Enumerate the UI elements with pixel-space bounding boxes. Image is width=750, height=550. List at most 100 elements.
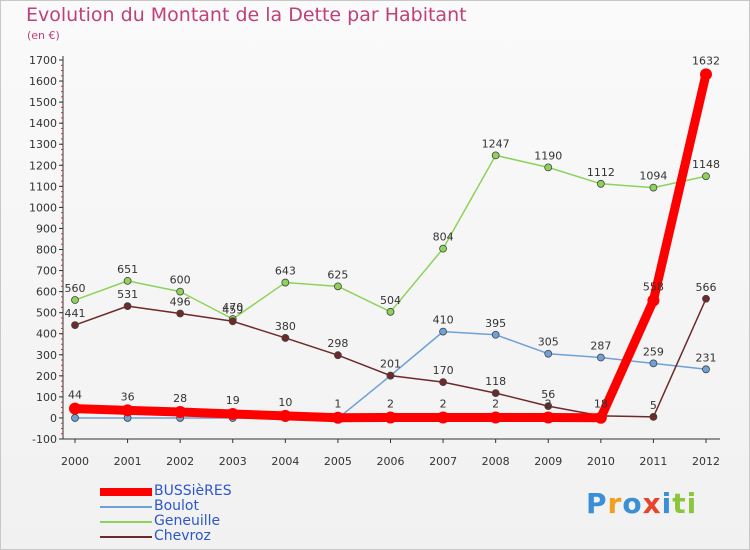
data-point-geneuille (544, 163, 553, 172)
legend-label: Boulot (154, 498, 199, 514)
data-point-chevroz (71, 321, 79, 329)
data-point-geneuille (176, 287, 185, 296)
data-label-bussi-res: 18 (594, 398, 608, 411)
data-label-boulot: 287 (590, 340, 611, 353)
data-label-chevroz: 441 (65, 307, 86, 320)
data-point-bussi-res (69, 402, 81, 415)
data-point-chevroz (544, 402, 553, 411)
data-label-geneuille: 504 (380, 294, 401, 307)
data-point-geneuille (71, 296, 79, 304)
data-point-chevroz (702, 294, 710, 303)
logo-letter: r (607, 487, 623, 520)
y-tick-label: 0 (50, 412, 57, 425)
data-point-geneuille (281, 278, 290, 287)
data-point-boulot (702, 365, 710, 374)
data-label-bussi-res: 1 (334, 398, 341, 411)
legend-item-chevroz: Chevroz (100, 528, 300, 544)
data-label-chevroz: 5 (650, 399, 657, 412)
data-point-geneuille (596, 179, 605, 188)
data-point-geneuille (702, 172, 710, 181)
y-tick-label: 1000 (29, 201, 57, 214)
x-tick-label: 2006 (377, 455, 405, 468)
data-label-geneuille: 560 (65, 282, 86, 295)
data-point-bussi-res (279, 409, 292, 422)
data-point-bussi-res (437, 411, 450, 424)
logo-letter: i (686, 487, 698, 520)
data-point-boulot (544, 349, 553, 358)
y-tick-label: 800 (36, 244, 57, 257)
x-tick-label: 2011 (639, 455, 667, 468)
data-point-boulot (71, 414, 79, 422)
data-label-geneuille: 651 (117, 263, 138, 276)
data-label-chevroz: 118 (485, 375, 506, 388)
data-point-bussi-res (542, 411, 555, 424)
data-label-bussi-res: 558 (643, 280, 664, 293)
y-tick-label: 700 (36, 265, 57, 278)
data-label-boulot: 410 (433, 314, 454, 327)
data-label-chevroz: 201 (380, 358, 401, 371)
y-tick-label: 1100 (29, 180, 57, 193)
data-label-geneuille: 1190 (534, 149, 562, 162)
data-label-bussi-res: 44 (68, 389, 82, 402)
legend-swatch (100, 488, 152, 496)
legend-swatch (100, 536, 152, 538)
data-label-bussi-res: 1632 (692, 54, 720, 67)
logo-letter: o (622, 487, 643, 520)
data-label-bussi-res: 2 (492, 398, 499, 411)
y-tick-label: 1600 (29, 75, 57, 88)
data-point-geneuille (491, 151, 500, 160)
legend-swatch (100, 506, 152, 508)
data-point-geneuille (649, 183, 658, 192)
y-tick-label: 100 (36, 391, 57, 404)
data-point-bussi-res (226, 407, 239, 420)
data-label-chevroz: 380 (275, 320, 296, 333)
data-label-chevroz: 531 (117, 288, 138, 301)
x-tick-label: 2012 (692, 455, 720, 468)
data-label-chevroz: 496 (170, 296, 191, 309)
logo-letter: i (661, 487, 673, 520)
data-label-chevroz: 56 (541, 388, 555, 401)
logo-letter: P (586, 487, 608, 520)
data-label-geneuille: 625 (327, 268, 348, 281)
data-label-bussi-res: 19 (226, 394, 240, 407)
data-point-boulot (439, 327, 447, 336)
data-label-boulot: 259 (643, 345, 664, 358)
series-bussi-res (69, 68, 712, 424)
data-point-boulot (491, 330, 500, 339)
x-tick-label: 2003 (219, 455, 247, 468)
data-point-chevroz (386, 371, 395, 380)
x-tick-label: 2009 (534, 455, 562, 468)
data-point-geneuille (439, 244, 447, 253)
data-labels-layer: 410 395 305 287 259 231 560 651 600 470 643 625 504 8… (65, 54, 721, 412)
y-tick-label: 400 (36, 328, 57, 341)
data-label-chevroz: 566 (696, 281, 717, 294)
data-label-geneuille: 643 (275, 265, 296, 278)
y-tick-label: 200 (36, 370, 57, 383)
logo-letter: t (672, 487, 687, 520)
y-tick-label: 1300 (29, 138, 57, 151)
data-point-chevroz (176, 309, 185, 318)
legend-item-geneuille: Geneuille (100, 513, 300, 529)
y-tick-label: 1200 (29, 159, 57, 172)
series-geneuille (71, 151, 710, 323)
y-tick-label: 600 (36, 286, 57, 299)
data-point-geneuille (334, 282, 342, 291)
data-label-geneuille: 804 (433, 231, 454, 244)
data-point-boulot (596, 353, 605, 362)
logo-letter: x (642, 487, 662, 520)
data-label-bussi-res: 10 (278, 396, 292, 409)
data-point-geneuille (386, 307, 395, 316)
x-tick-label: 2002 (166, 455, 194, 468)
data-label-bussi-res: 2 (545, 398, 552, 411)
data-label-bussi-res: 36 (121, 390, 135, 403)
y-tick-label: 500 (36, 307, 57, 320)
data-label-geneuille: 1094 (639, 170, 667, 183)
proxiti-logo: Proxiti (586, 487, 697, 520)
legend-swatch (100, 521, 152, 523)
y-tick-label: 1700 (29, 54, 57, 67)
data-point-bussi-res (384, 411, 397, 424)
data-point-bussi-res (700, 68, 712, 81)
data-label-boulot: 305 (538, 336, 559, 349)
chart-legend: BUSSièRES Boulot Geneuille Chevroz (100, 483, 300, 544)
